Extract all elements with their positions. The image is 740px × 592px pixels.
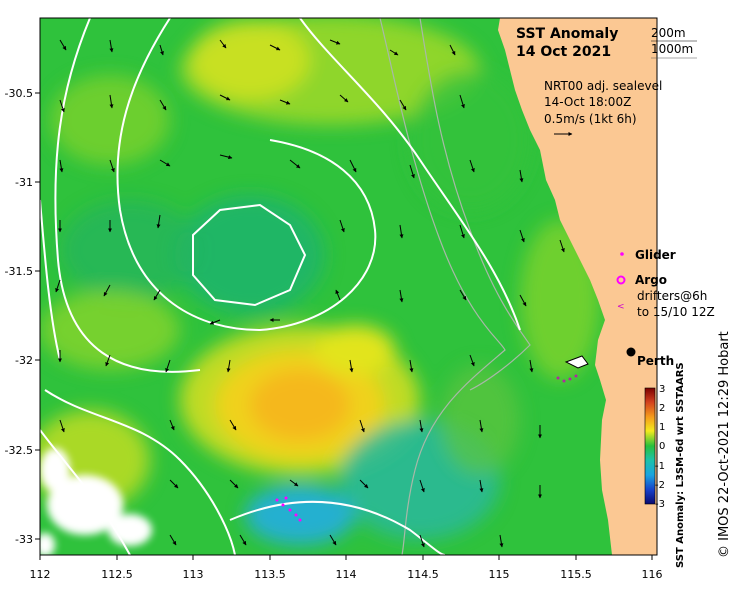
isobath-label-200m: 200m (651, 26, 686, 40)
x-tick-label: 112 (30, 568, 51, 581)
isobath-label-1000m: 1000m (651, 42, 693, 56)
colorbar-tick: -2 (655, 480, 665, 491)
land-mass (498, 18, 657, 555)
perth-marker (626, 347, 636, 357)
current-source: NRT00 adj. sealevel (544, 79, 662, 93)
y-tick-label: -33 (15, 533, 33, 546)
credit-text: © IMOS 22-Oct-2021 12:29 Hobart (717, 331, 732, 558)
isobath-1000m (379, 18, 506, 555)
city-label: Perth (637, 354, 674, 368)
map-title: SST Anomaly (516, 26, 618, 42)
current-vectors (55, 39, 565, 548)
y-tick-label: -31.5 (5, 265, 33, 278)
colorbar-tick: 2 (659, 403, 665, 414)
colorbar-label: SST Anomaly: L3SM-6d wrt SSTAARS (675, 362, 686, 568)
colorbar-ticks: 3 2 1 0 -1 -2 -3 (655, 384, 665, 510)
colorbar-tick: -3 (655, 499, 665, 510)
plot-area (40, 18, 657, 555)
glider-track (275, 496, 302, 522)
x-tick-label: 113 (183, 568, 204, 581)
colorbar (644, 387, 656, 505)
y-tick-label: -30.5 (5, 87, 33, 100)
legend-glider: Glider (635, 248, 676, 262)
x-tick-label: 113.5 (254, 568, 286, 581)
colorbar-tick: -1 (655, 461, 665, 472)
current-time: 14-Oct 18:00Z (544, 95, 631, 109)
colorbar-tick: 3 (659, 384, 665, 395)
x-axis-labels: 112 112.5 113 113.5 114 114.5 115 115.5 … (30, 568, 663, 581)
y-tick-label: -31 (15, 176, 33, 189)
y-tick-label: -32 (15, 354, 33, 367)
drifter-track (556, 374, 578, 383)
x-tick-label: 114 (336, 568, 357, 581)
y-tick-label: -32.5 (5, 444, 33, 457)
plot-frame (39, 17, 658, 556)
map-date: 14 Oct 2021 (516, 44, 611, 60)
x-tick-label: 116 (642, 568, 663, 581)
legend-drifters-line1: drifters@6h (637, 289, 707, 303)
argo-marker (616, 275, 626, 285)
x-axis-ticks (39, 555, 653, 560)
x-tick-label: 114.5 (407, 568, 439, 581)
isobath-200m (419, 18, 531, 391)
y-axis-labels: -30.5 -31 -31.5 -32 -32.5 -33 (5, 87, 33, 546)
x-tick-label: 115.5 (560, 568, 592, 581)
x-tick-label: 112.5 (101, 568, 133, 581)
glider-marker (620, 252, 624, 256)
estuary (564, 355, 589, 369)
legend-argo: Argo (635, 273, 667, 287)
y-axis-ticks (35, 92, 40, 540)
vector-scale: 0.5m/s (1kt 6h) (544, 112, 637, 126)
colorbar-tick: 1 (659, 422, 665, 433)
sea-level-contours (40, 18, 521, 555)
legend-drifters-line2: to 15/10 12Z (637, 305, 715, 319)
colorbar-tick: 0 (659, 441, 665, 452)
x-tick-label: 115 (489, 568, 510, 581)
drifter-marker: < (617, 302, 625, 312)
